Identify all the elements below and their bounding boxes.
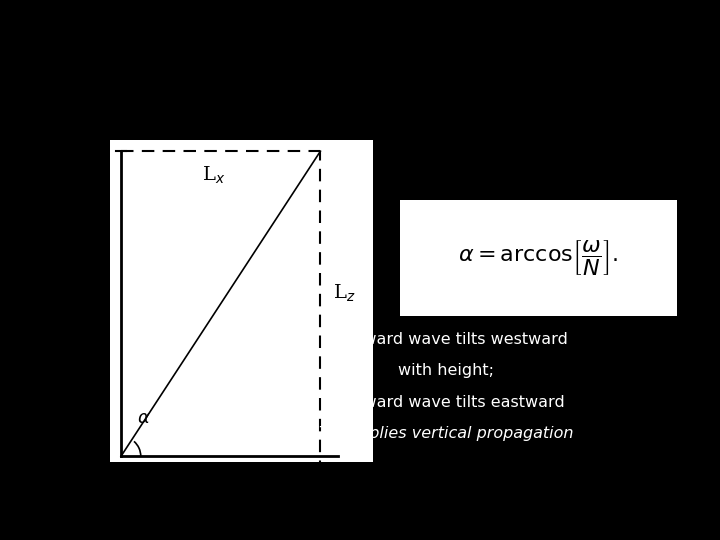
Text: Westward wave tilts westward: Westward wave tilts westward <box>325 332 568 347</box>
Text: Eastward wave tilts eastward: Eastward wave tilts eastward <box>328 395 564 410</box>
Text: L$_z$: L$_z$ <box>333 282 356 303</box>
FancyBboxPatch shape <box>110 140 373 462</box>
Text: Tilt implies vertical propagation: Tilt implies vertical propagation <box>319 426 574 441</box>
Text: L$_x$: L$_x$ <box>202 165 225 186</box>
Text: $\alpha$: $\alpha$ <box>137 409 150 427</box>
Text: $\alpha = \mathrm{arccos}\left[\dfrac{\omega}{N}\right].$: $\alpha = \mathrm{arccos}\left[\dfrac{\o… <box>459 238 618 278</box>
Text: with height;: with height; <box>398 363 495 379</box>
FancyBboxPatch shape <box>400 200 677 316</box>
